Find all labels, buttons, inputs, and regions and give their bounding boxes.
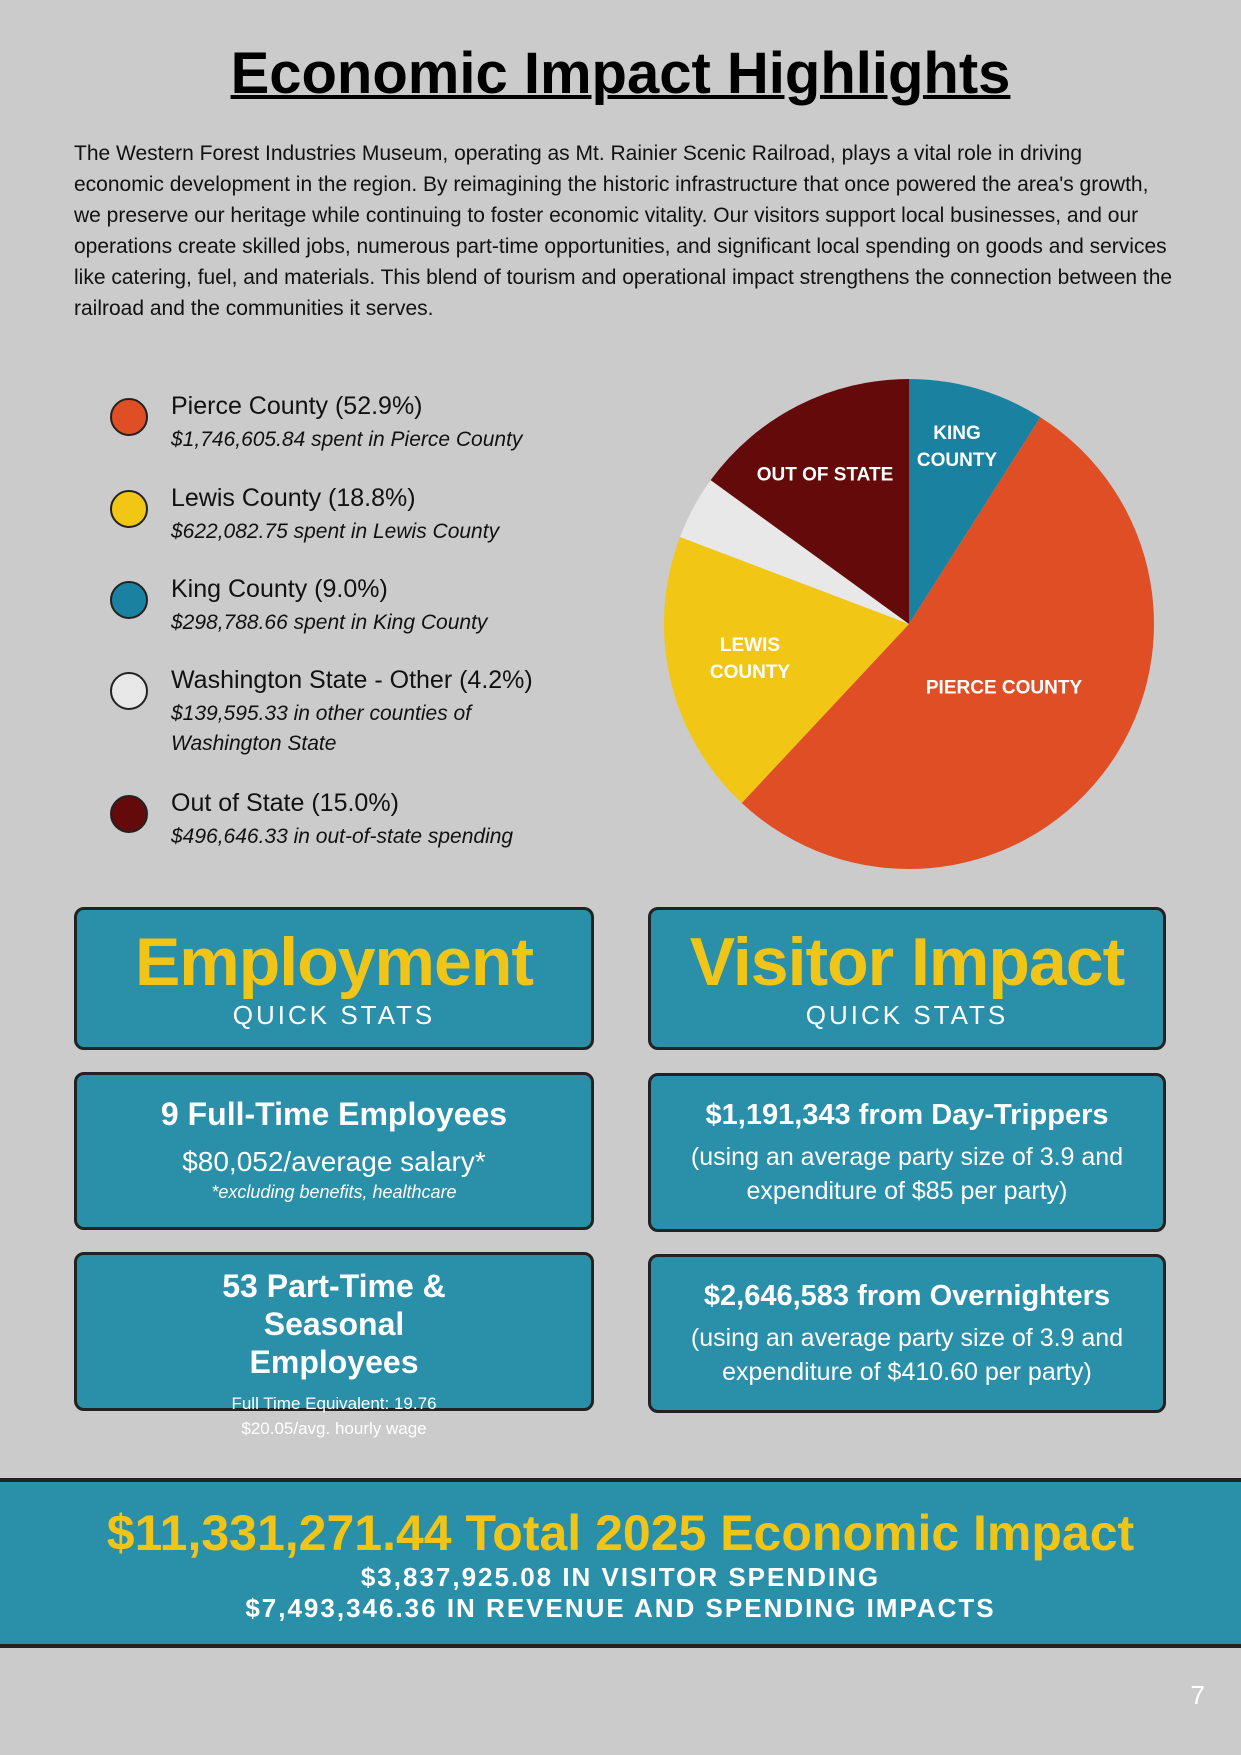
slice-label: PIERCE COUNTY bbox=[925, 677, 1083, 699]
pie-slice bbox=[663, 536, 909, 803]
legend-swatch bbox=[110, 490, 148, 528]
card-note: *excluding benefits, healthcare bbox=[211, 1182, 457, 1202]
slice-label: LEWIS COUNTY bbox=[709, 635, 791, 683]
stat-card: 9 Full-Time Employees $80,052/average sa… bbox=[74, 1072, 594, 1230]
legend-label: King County (9.0%) bbox=[171, 575, 388, 603]
card-line: $80,052/average salary* bbox=[182, 1146, 486, 1177]
total-line: $3,837,925.08 IN VISITOR SPENDING bbox=[360, 1562, 881, 1592]
legend-label: Lewis County (18.8%) bbox=[171, 484, 416, 512]
employment-header: Employment QUICK STATS bbox=[74, 907, 594, 1050]
total-headline: $11,331,271.44 Total 2025 Economic Impac… bbox=[106, 1505, 1135, 1561]
card-heading: 9 Full-Time Employees bbox=[160, 1096, 508, 1132]
legend-detail: $622,082.75 spent in Lewis County bbox=[171, 520, 500, 543]
total-banner: $11,331,271.44 Total 2025 Economic Impac… bbox=[0, 1478, 1241, 1648]
card-heading: 53 Part-Time & Seasonal Employees bbox=[222, 1268, 446, 1380]
visitor-header: Visitor Impact QUICK STATS bbox=[648, 907, 1166, 1050]
legend-detail: $496,646.33 in out-of-state spending bbox=[171, 825, 514, 848]
legend-swatch bbox=[110, 581, 148, 619]
slice-label: OUT OF STATE bbox=[756, 464, 894, 486]
legend-label: Washington State - Other (4.2%) bbox=[171, 666, 533, 694]
stat-card: $1,191,343 from Day-Trippers (using an a… bbox=[648, 1073, 1166, 1232]
pie-slice bbox=[710, 379, 909, 624]
pie-slice bbox=[741, 417, 1154, 870]
section-title: Employment bbox=[134, 924, 534, 1000]
legend-label: Pierce County (52.9%) bbox=[171, 392, 423, 420]
legend-detail: $298,788.66 spent in King County bbox=[171, 611, 488, 634]
legend-detail: $1,746,605.84 spent in Pierce County bbox=[171, 428, 523, 451]
card-line: (using an average party size of 3.9 and … bbox=[690, 1143, 1124, 1205]
stat-card: 53 Part-Time & Seasonal Employees Full T… bbox=[74, 1252, 594, 1438]
card-line: Full Time Equivalent: 19.76 bbox=[231, 1394, 437, 1413]
stat-card: $2,646,583 from Overnighters (using an a… bbox=[648, 1254, 1166, 1413]
pie-slice bbox=[909, 378, 1041, 624]
legend-label: Out of State (15.0%) bbox=[171, 789, 399, 817]
title: Economic Impact Highlights bbox=[230, 41, 1011, 106]
section-subtitle: QUICK STATS bbox=[805, 1000, 1009, 1030]
card-heading: $1,191,343 from Day-Trippers bbox=[705, 1099, 1109, 1131]
legend-swatch bbox=[110, 795, 148, 833]
legend-swatch bbox=[110, 672, 148, 710]
pie-chart bbox=[663, 378, 1154, 870]
intro: The Western Forest Industries Museum, op… bbox=[74, 142, 1173, 320]
section-title: Visitor Impact bbox=[689, 924, 1125, 1000]
card-line: $20.05/avg. hourly wage bbox=[241, 1419, 427, 1438]
section-subtitle: QUICK STATS bbox=[232, 1000, 436, 1030]
page-number: 7 bbox=[1190, 1680, 1205, 1710]
card-heading: $2,646,583 from Overnighters bbox=[703, 1280, 1111, 1312]
total-line: $7,493,346.36 IN REVENUE AND SPENDING IM… bbox=[245, 1593, 996, 1623]
slice-label: KING COUNTY bbox=[916, 423, 998, 471]
pie-slice bbox=[679, 480, 909, 624]
legend-swatch bbox=[110, 398, 148, 436]
legend-detail: $139,595.33 in other counties of Washing… bbox=[171, 702, 472, 755]
card-line: (using an average party size of 3.9 and … bbox=[690, 1324, 1124, 1386]
